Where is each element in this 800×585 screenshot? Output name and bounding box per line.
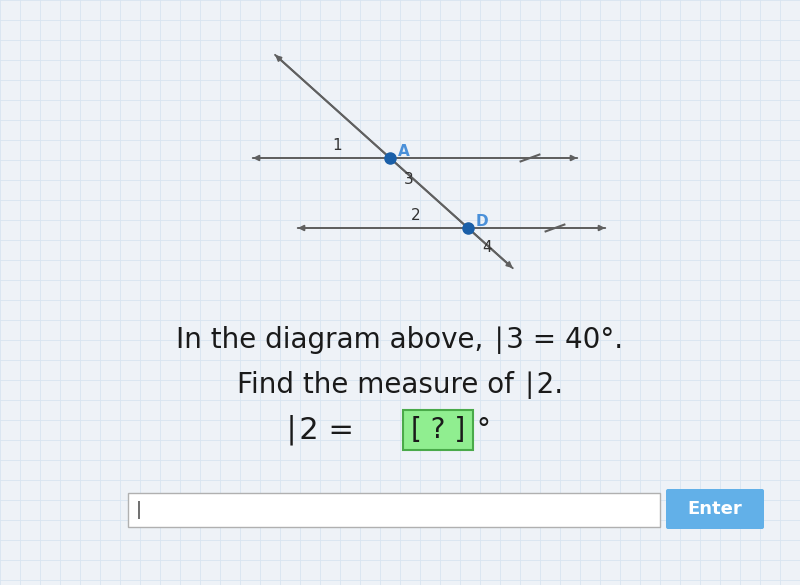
Text: A: A bbox=[398, 144, 410, 159]
FancyBboxPatch shape bbox=[128, 493, 660, 527]
Text: °: ° bbox=[476, 416, 490, 444]
Text: Enter: Enter bbox=[688, 500, 742, 518]
Text: |: | bbox=[136, 501, 142, 519]
Text: Find the measure of ∣2.: Find the measure of ∣2. bbox=[237, 371, 563, 399]
Text: [ ? ]: [ ? ] bbox=[411, 416, 465, 444]
Text: 4: 4 bbox=[482, 240, 492, 255]
FancyBboxPatch shape bbox=[403, 410, 473, 450]
Text: ∣2 =: ∣2 = bbox=[284, 415, 364, 445]
Text: 2: 2 bbox=[410, 208, 420, 223]
Text: In the diagram above, ∣3 = 40°.: In the diagram above, ∣3 = 40°. bbox=[177, 326, 623, 354]
FancyBboxPatch shape bbox=[666, 489, 764, 529]
Text: D: D bbox=[476, 214, 489, 229]
Text: 3: 3 bbox=[404, 172, 414, 187]
Text: 1: 1 bbox=[332, 138, 342, 153]
